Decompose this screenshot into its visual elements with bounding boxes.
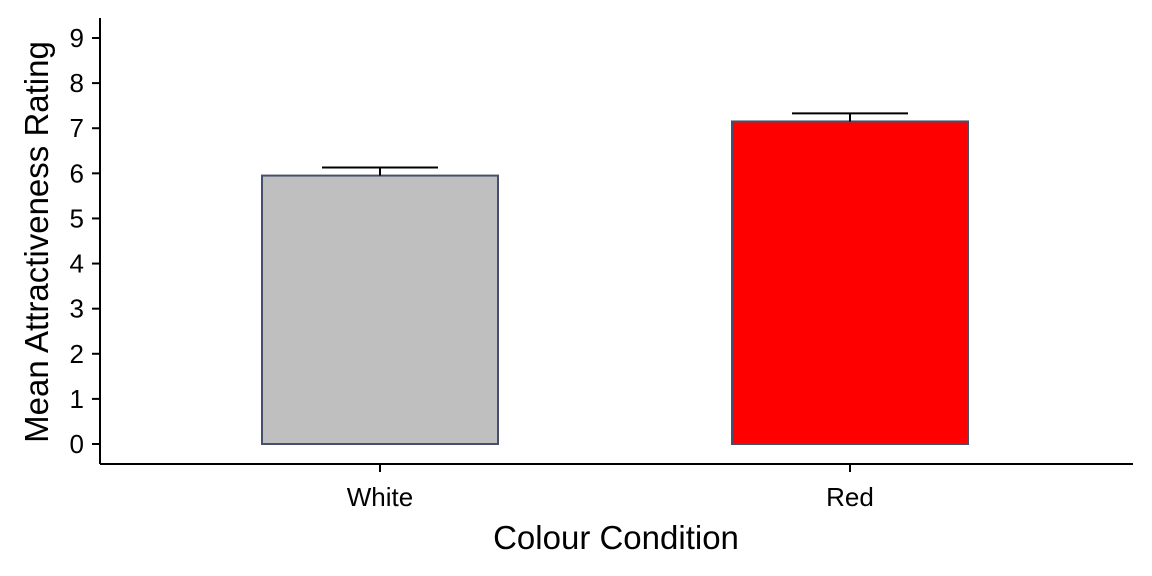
x-axis-ticks: White Red <box>347 464 874 512</box>
y-axis-ticks: 0 1 2 3 4 5 6 7 8 9 <box>70 23 100 459</box>
y-tick-label: 2 <box>70 339 84 369</box>
bars <box>261 120 969 445</box>
y-tick-label: 8 <box>70 68 84 98</box>
y-tick-label: 9 <box>70 23 84 53</box>
y-tick-label: 4 <box>70 249 84 279</box>
x-tick-label: White <box>347 482 413 512</box>
y-tick-label: 6 <box>70 158 84 188</box>
y-tick-label: 0 <box>70 429 84 459</box>
y-tick-label: 7 <box>70 113 84 143</box>
x-axis-title: Colour Condition <box>493 519 739 556</box>
bar-red <box>731 120 969 445</box>
error-bars <box>322 112 908 176</box>
y-tick-label: 1 <box>70 384 84 414</box>
y-tick-label: 5 <box>70 203 84 233</box>
y-tick-label: 3 <box>70 294 84 324</box>
bar-white <box>261 174 499 445</box>
x-tick-label: Red <box>826 482 874 512</box>
y-axis-title: Mean Attractiveness Rating <box>18 41 55 443</box>
